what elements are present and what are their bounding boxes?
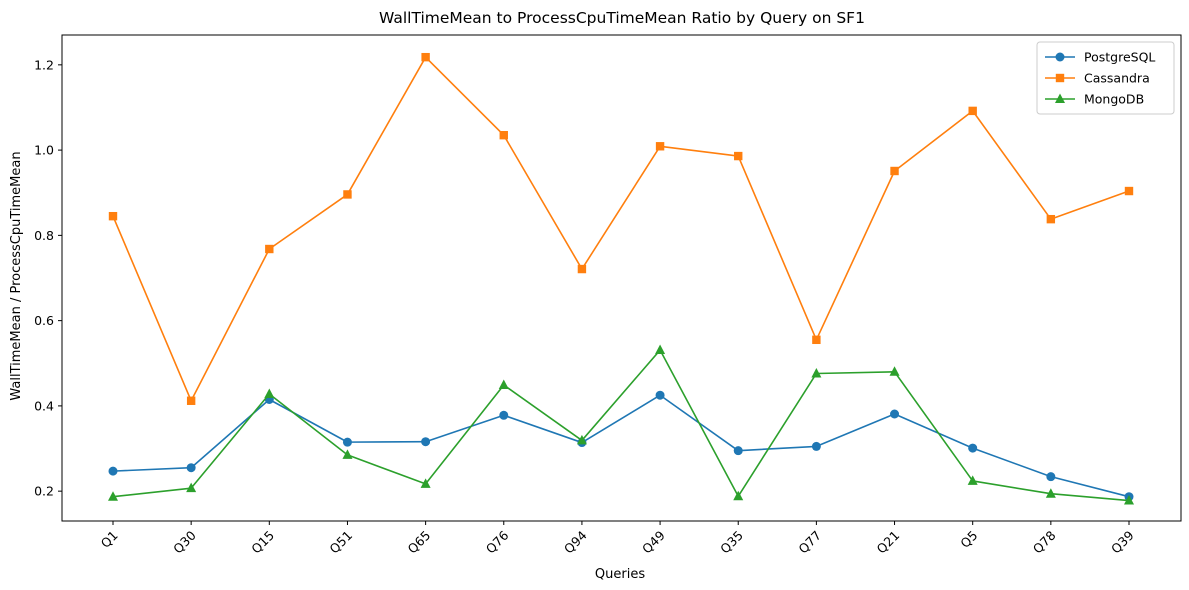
legend: PostgreSQL Cassandra MongoDB (1036, 41, 1175, 115)
x-tick-label: Q76 (483, 528, 512, 557)
x-tick-label: Q78 (1030, 528, 1059, 557)
y-tick-label: 1.2 (34, 57, 54, 72)
postgresql-point (733, 446, 743, 456)
postgresql-point (421, 437, 431, 447)
postgresql-point (108, 466, 118, 476)
x-tick-label: Q94 (561, 528, 590, 557)
cassandra-point (812, 335, 821, 345)
postgresql-point (186, 463, 196, 473)
legend-cassandra-marker (1055, 73, 1065, 83)
chart-title: WallTimeMean to ProcessCpuTimeMean Ratio… (379, 9, 865, 27)
legend-box (1036, 41, 1175, 115)
y-tick-label: 0.6 (34, 313, 54, 328)
cassandra-point (265, 244, 274, 254)
mongodb-point (655, 344, 666, 355)
cassandra-point (1124, 186, 1134, 196)
series-postgresql (108, 390, 1134, 502)
postgresql-point (968, 443, 978, 453)
mongodb-point (498, 379, 509, 390)
mongodb-point (420, 478, 431, 488)
x-tick-label: Q21 (874, 528, 903, 557)
cassandra-line (112, 56, 1130, 402)
cassandra-point (655, 142, 665, 151)
mongodb-point (186, 482, 197, 493)
legend-cassandra-label: Cassandra (1084, 71, 1150, 86)
cassandra-point (577, 264, 587, 274)
x-tick-label: Q77 (795, 528, 824, 557)
series-cassandra (108, 52, 1134, 405)
x-tick-label: Q30 (170, 528, 199, 557)
cassandra-point (890, 166, 899, 176)
mongodb-point (576, 434, 587, 445)
cassandra-point (734, 151, 743, 161)
mongodb-point (811, 367, 822, 378)
x-tick-label: Q15 (248, 528, 277, 557)
cassandra-point (186, 396, 196, 405)
cassandra-point (499, 130, 508, 140)
mongodb-point (264, 388, 275, 398)
cassandra-point (968, 106, 977, 116)
cassandra-point (421, 52, 430, 62)
x-tick-label: Q49 (639, 528, 668, 557)
x-tick-label: Q1 (98, 528, 121, 551)
cassandra-point (343, 190, 352, 199)
postgresql-point (1046, 472, 1056, 482)
plot-frame (61, 34, 1182, 522)
y-tick-label: 0.8 (34, 228, 54, 243)
postgresql-point (499, 410, 509, 420)
y-tick-label: 1.0 (34, 143, 54, 158)
legend-postgresql-marker (1055, 52, 1065, 62)
legend-mongodb-label: MongoDB (1084, 92, 1144, 107)
postgresql-point (342, 437, 352, 447)
postgresql-point (811, 441, 821, 451)
mongodb-line (112, 349, 1130, 502)
x-tick-label: Q39 (1108, 528, 1137, 557)
legend-mongodb-marker (1055, 93, 1065, 103)
y-axis-label: WallTimeMean / ProcessCpuTimeMean (9, 151, 24, 400)
mongodb-point (342, 449, 353, 459)
postgresql-point (655, 390, 665, 400)
postgresql-line (112, 394, 1130, 498)
mongodb-point (733, 490, 744, 501)
legend-postgresql-label: PostgreSQL (1084, 50, 1155, 65)
x-axis-label: Queries (595, 567, 645, 582)
mongodb-point (108, 491, 118, 501)
x-tick-label: Q35 (717, 528, 746, 557)
y-tick-label: 0.2 (34, 484, 54, 499)
mongodb-point (1045, 488, 1056, 498)
y-tick-label: 0.4 (34, 398, 54, 413)
series-mongodb (108, 344, 1134, 505)
mongodb-point (1124, 495, 1134, 505)
mongodb-point (967, 475, 978, 485)
mongodb-point (889, 366, 900, 376)
x-tick-label: Q65 (405, 528, 434, 557)
x-tick-label: Q5 (957, 528, 980, 551)
cassandra-point (108, 211, 118, 221)
x-tick-label: Q51 (326, 528, 355, 557)
cassandra-point (1046, 214, 1056, 224)
postgresql-point (890, 409, 900, 419)
